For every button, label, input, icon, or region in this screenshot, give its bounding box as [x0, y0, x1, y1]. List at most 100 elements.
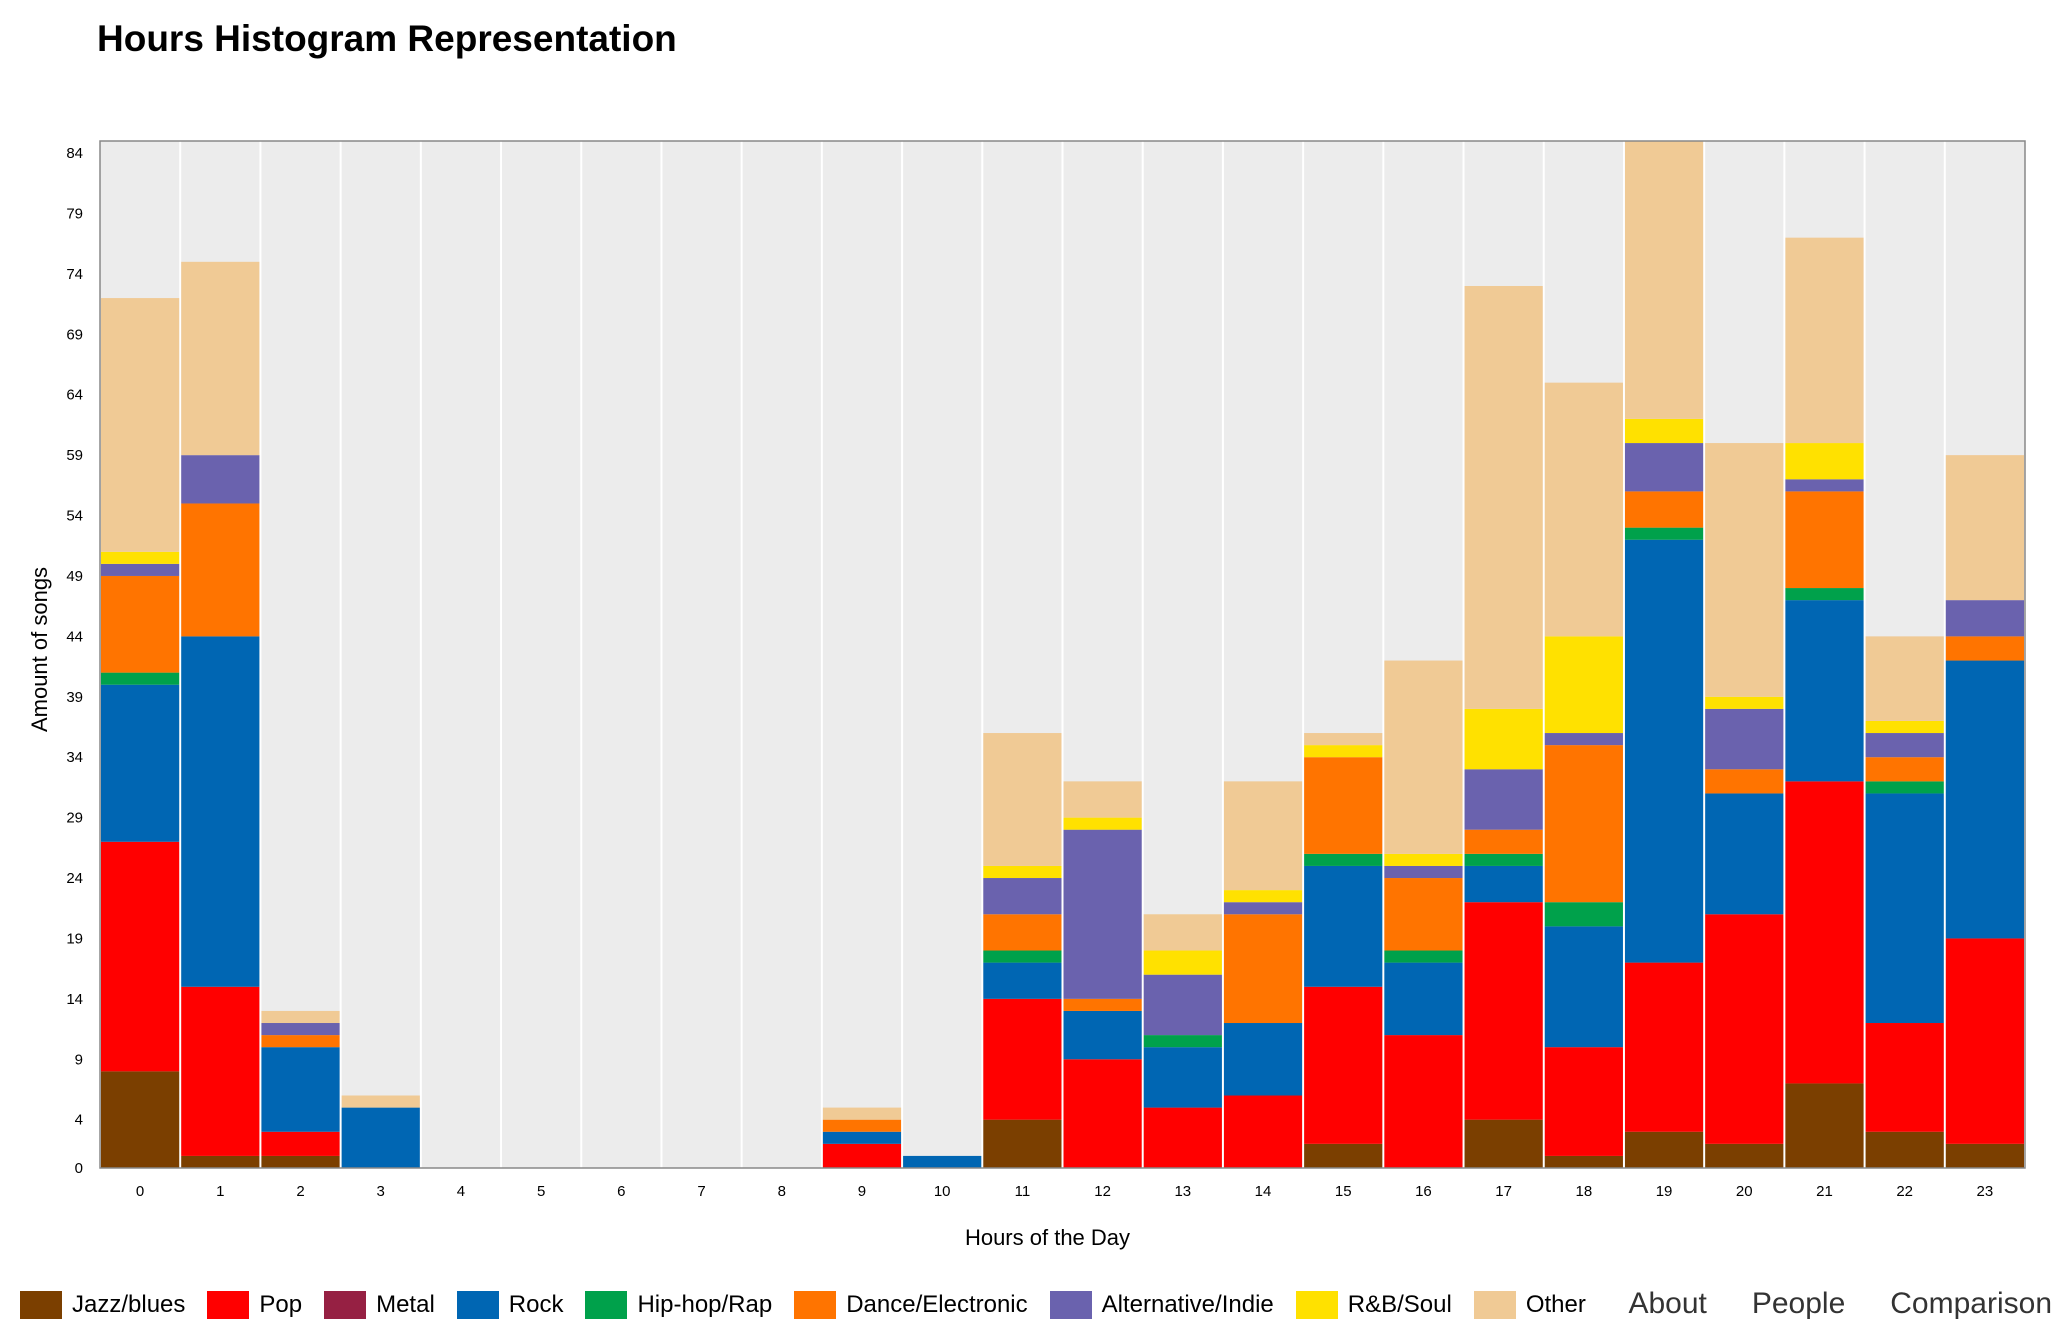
bar-segment-rock-hour-15: [1304, 865, 1383, 987]
bar-segment-rock-hour-12: [1063, 1010, 1142, 1060]
y-tick-label: 64: [66, 387, 83, 404]
bar-segment-alternative-indie-hour-11: [983, 878, 1062, 915]
y-tick-label: 19: [66, 930, 83, 947]
x-tick-label: 0: [136, 1183, 144, 1200]
x-tick-label: 8: [778, 1183, 786, 1200]
bar-segment-dance-electronic-hour-19: [1624, 491, 1704, 528]
bar-segment-other-hour-21: [1785, 237, 1864, 444]
bar-segment-hip-hop-rap-hour-22: [1865, 781, 1944, 794]
legend: Jazz/blues Pop Metal Rock Hip-hop/Rap Dance/E…: [20, 1291, 1608, 1319]
bar-segment-dance-electronic-hour-16: [1384, 878, 1463, 951]
bar-segment-r-b-soul-hour-11: [983, 865, 1062, 879]
x-tick-label: 23: [1977, 1183, 1994, 1200]
x-tick-label: 6: [617, 1183, 625, 1200]
bar-segment-dance-electronic-hour-22: [1865, 757, 1944, 782]
bar-segment-pop-hour-1: [181, 986, 260, 1156]
bar-segment-jazz-blues-hour-20: [1705, 1143, 1784, 1168]
bar-segment-jazz-blues-hour-21: [1785, 1083, 1864, 1168]
bar-segment-dance-electronic-hour-1: [181, 503, 260, 637]
bar-segment-dance-electronic-hour-9: [822, 1119, 902, 1132]
bar-segment-r-b-soul-hour-17: [1464, 708, 1543, 770]
y-tick-label: 79: [66, 205, 83, 222]
legend-label: Pop: [259, 1291, 303, 1318]
bar-segment-rock-hour-2: [261, 1047, 340, 1132]
bar-segment-hip-hop-rap-hour-17: [1464, 853, 1543, 866]
bar-segment-other-hour-9: [822, 1107, 902, 1120]
bar-segment-pop-hour-20: [1705, 914, 1784, 1144]
nav-link-about[interactable]: About: [1628, 1287, 1707, 1320]
bar-segment-alternative-indie-hour-0: [101, 563, 180, 576]
nav-links: About People Comparison: [1583, 1287, 2052, 1321]
y-tick-label: 44: [66, 628, 83, 645]
bar-segment-alternative-indie-hour-18: [1544, 733, 1623, 746]
legend-label: Other: [1525, 1291, 1586, 1318]
bar-segment-pop-hour-15: [1304, 986, 1383, 1144]
y-tick-label: 54: [66, 508, 83, 525]
x-tick-label: 13: [1174, 1183, 1191, 1200]
bar-segment-alternative-indie-hour-19: [1624, 443, 1704, 492]
legend-swatch: [324, 1291, 367, 1319]
legend-swatch: [1049, 1291, 1092, 1319]
bar-segment-jazz-blues-hour-18: [1544, 1155, 1623, 1168]
bar-segment-pop-hour-14: [1223, 1095, 1303, 1168]
y-tick-label: 84: [66, 145, 83, 162]
bar-segment-rock-hour-17: [1464, 865, 1543, 903]
x-tick-label: 2: [296, 1183, 304, 1200]
x-tick-label: 4: [457, 1183, 465, 1200]
bar-segment-other-hour-11: [983, 733, 1062, 866]
legend-label: Alternative/Indie: [1101, 1291, 1274, 1318]
x-axis-label: Hours of the Day: [965, 1225, 1130, 1250]
bar-segment-other-hour-12: [1063, 781, 1142, 818]
x-tick-label: 22: [1896, 1183, 1913, 1200]
bar-segment-jazz-blues-hour-22: [1865, 1131, 1944, 1168]
bar-segment-r-b-soul-hour-18: [1544, 636, 1623, 734]
bar-segment-dance-electronic-hour-11: [983, 914, 1062, 951]
y-tick-label: 34: [66, 749, 83, 766]
bar-segment-dance-electronic-hour-2: [261, 1035, 340, 1048]
bar-segment-pop-hour-2: [261, 1131, 340, 1156]
bar-segment-hip-hop-rap-hour-13: [1143, 1035, 1222, 1048]
bar-segment-alternative-indie-hour-22: [1865, 733, 1944, 758]
bar-segment-alternative-indie-hour-1: [181, 455, 260, 504]
legend-swatch: [585, 1291, 628, 1319]
bar-segment-other-hour-13: [1143, 914, 1222, 951]
bar-segment-jazz-blues-hour-15: [1304, 1143, 1383, 1168]
bar-segment-dance-electronic-hour-18: [1544, 745, 1623, 903]
x-tick-label: 15: [1335, 1183, 1352, 1200]
bar-segment-alternative-indie-hour-21: [1785, 479, 1864, 492]
legend-label: Dance/Electronic: [846, 1291, 1028, 1318]
bar-segment-rock-hour-3: [341, 1107, 420, 1168]
nav-link-comparison[interactable]: Comparison: [1890, 1287, 2052, 1320]
legend-item-rock: Rock: [456, 1291, 563, 1319]
legend-label: Metal: [376, 1291, 435, 1318]
legend-item-r-b-soul: R&B/Soul: [1295, 1291, 1452, 1319]
bar-segment-alternative-indie-hour-16: [1384, 865, 1463, 879]
y-tick-label: 59: [66, 447, 83, 464]
bar-segment-jazz-blues-hour-0: [101, 1071, 180, 1168]
legend-item-pop: Pop: [207, 1291, 302, 1319]
y-tick-label: 29: [66, 810, 83, 827]
bar-segment-r-b-soul-hour-20: [1705, 696, 1784, 709]
y-tick-label: 24: [66, 870, 83, 887]
bar-segment-pop-hour-11: [983, 998, 1062, 1120]
legend-swatch: [794, 1291, 837, 1319]
legend-label: R&B/Soul: [1347, 1291, 1452, 1318]
bar-segment-pop-hour-19: [1624, 962, 1704, 1132]
bar-segment-alternative-indie-hour-17: [1464, 769, 1543, 830]
bar-segment-rock-hour-13: [1143, 1047, 1222, 1108]
legend-item-jazz-blues: Jazz/blues: [20, 1291, 185, 1319]
nav-link-people[interactable]: People: [1751, 1287, 1846, 1320]
page-title: Hours Histogram Representation: [97, 18, 677, 59]
bar-segment-r-b-soul-hour-15: [1304, 745, 1383, 758]
x-tick-label: 11: [1015, 1183, 1031, 1200]
legend-swatch: [456, 1291, 499, 1319]
x-tick-label: 14: [1255, 1183, 1272, 1200]
bar-segment-rock-hour-10: [903, 1155, 982, 1168]
bar-segment-alternative-indie-hour-14: [1223, 902, 1303, 915]
bar-segment-pop-hour-17: [1464, 902, 1543, 1120]
y-tick-label: 0: [75, 1160, 83, 1177]
bar-segment-pop-hour-21: [1785, 781, 1864, 1084]
bar-segment-other-hour-22: [1865, 636, 1944, 721]
bar-segment-jazz-blues-hour-11: [983, 1119, 1062, 1168]
